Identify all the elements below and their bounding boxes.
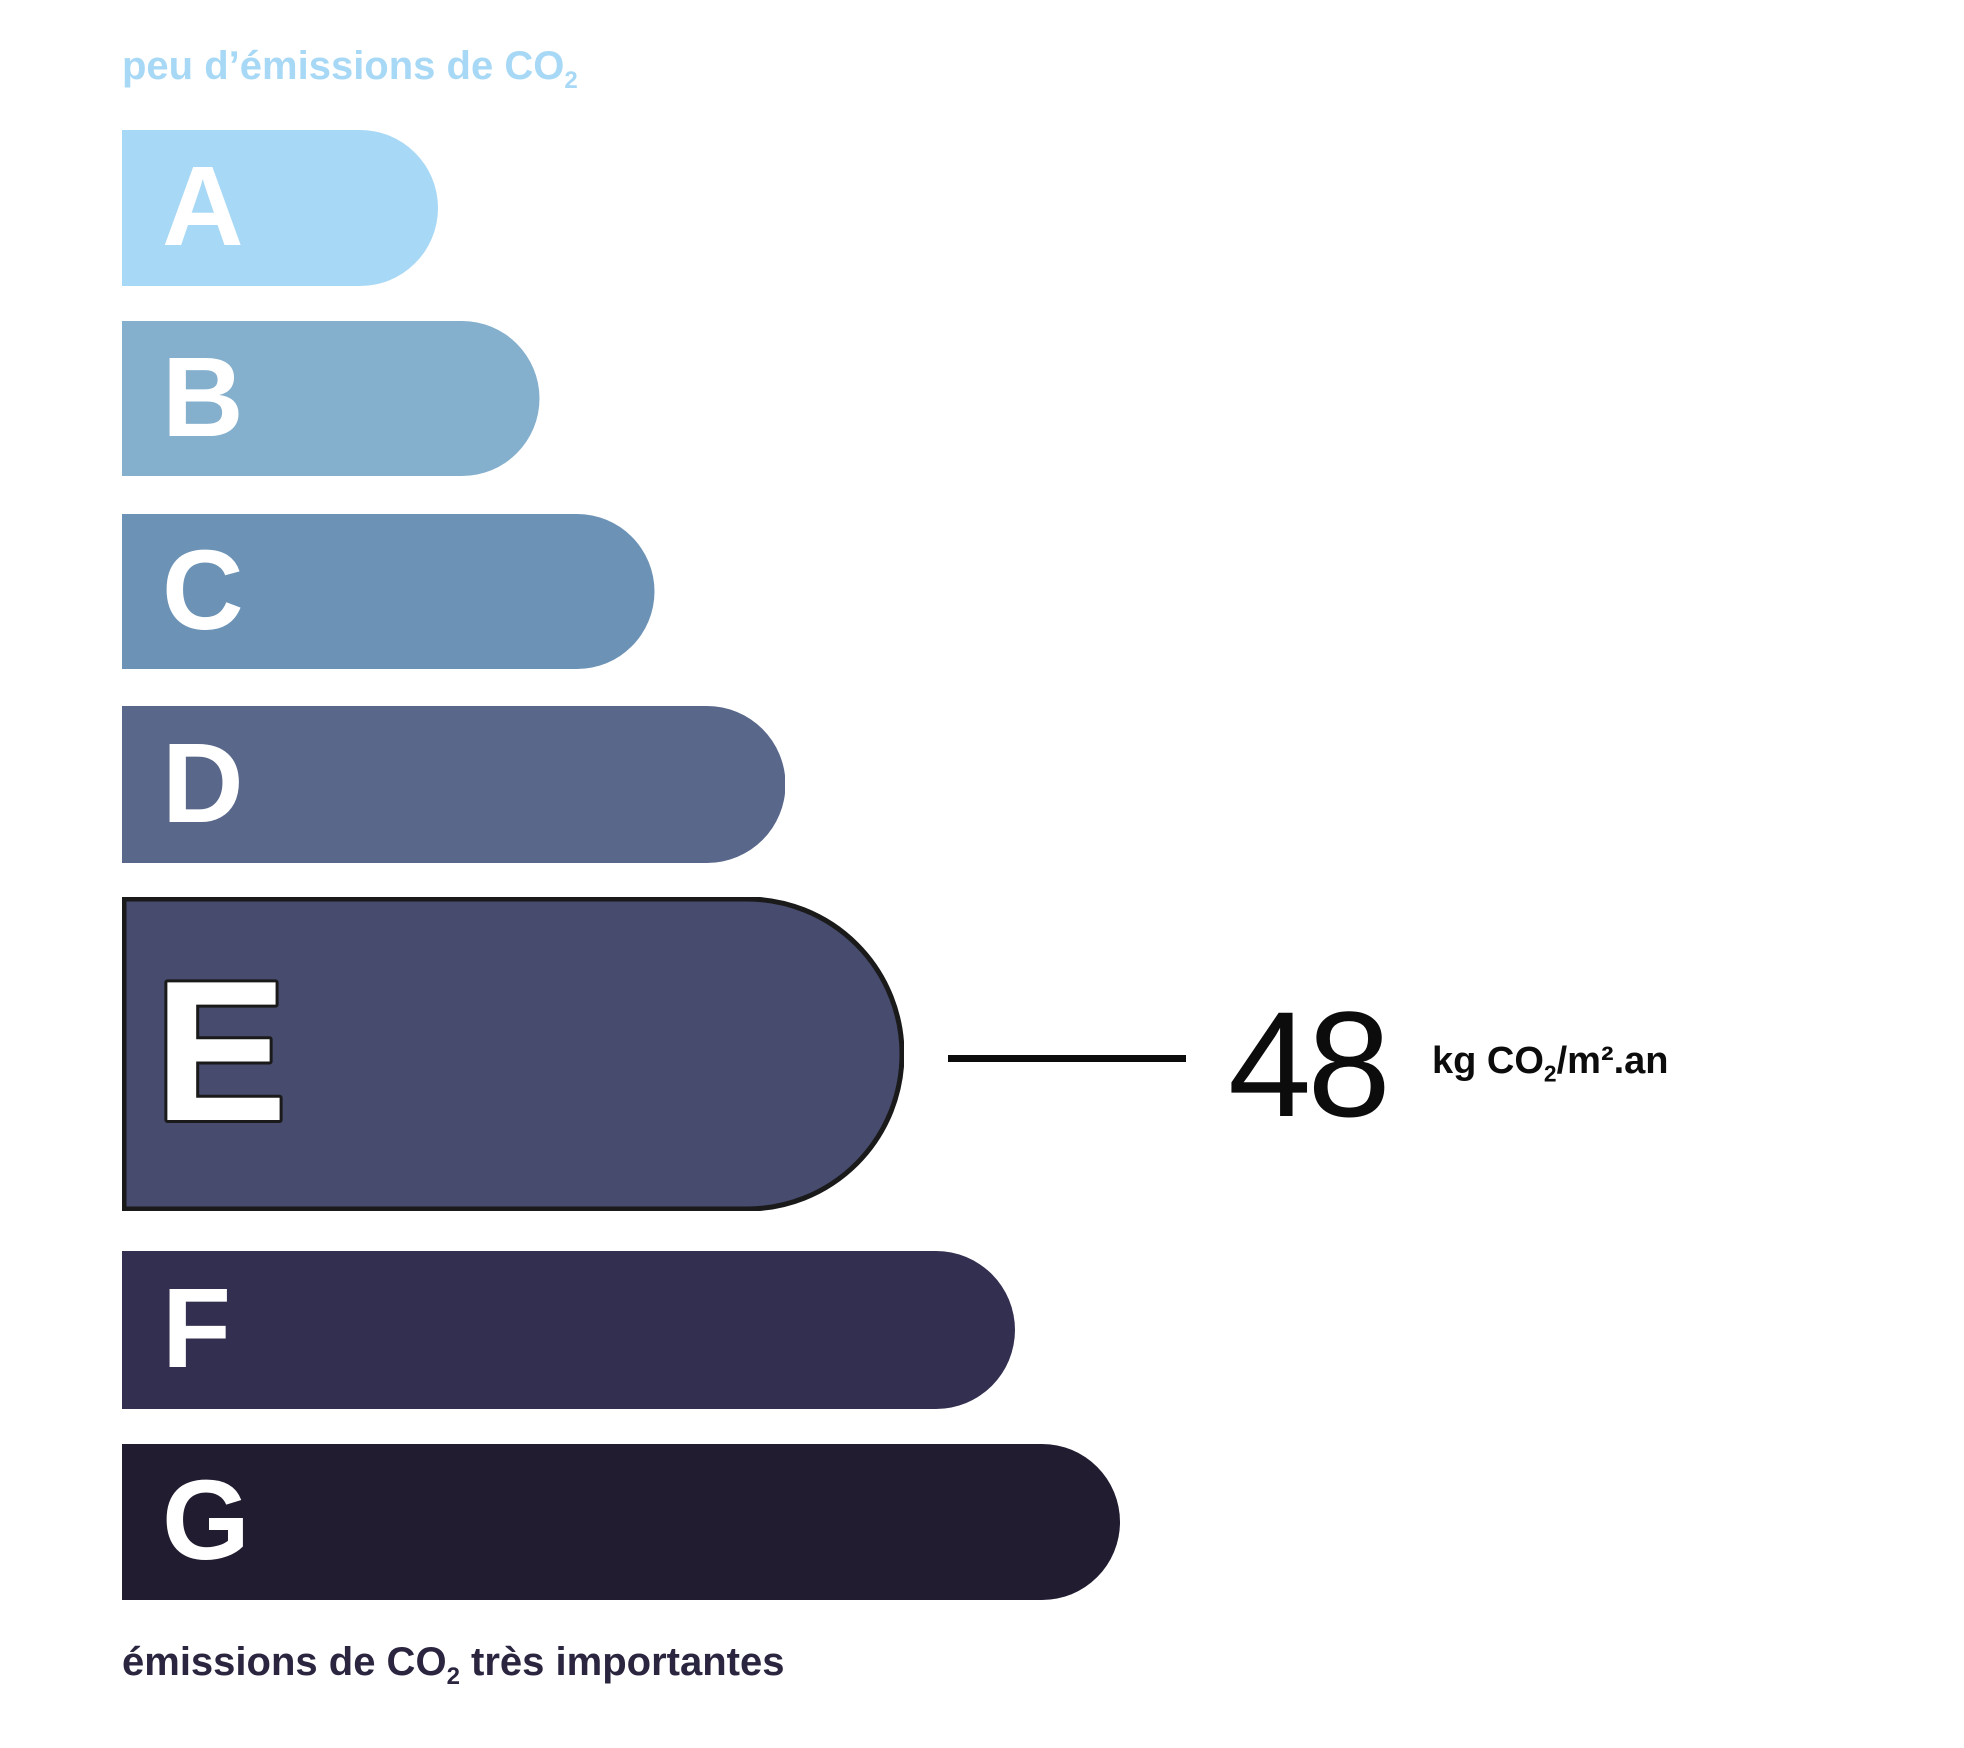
svg-text:E: E xyxy=(154,940,287,1163)
